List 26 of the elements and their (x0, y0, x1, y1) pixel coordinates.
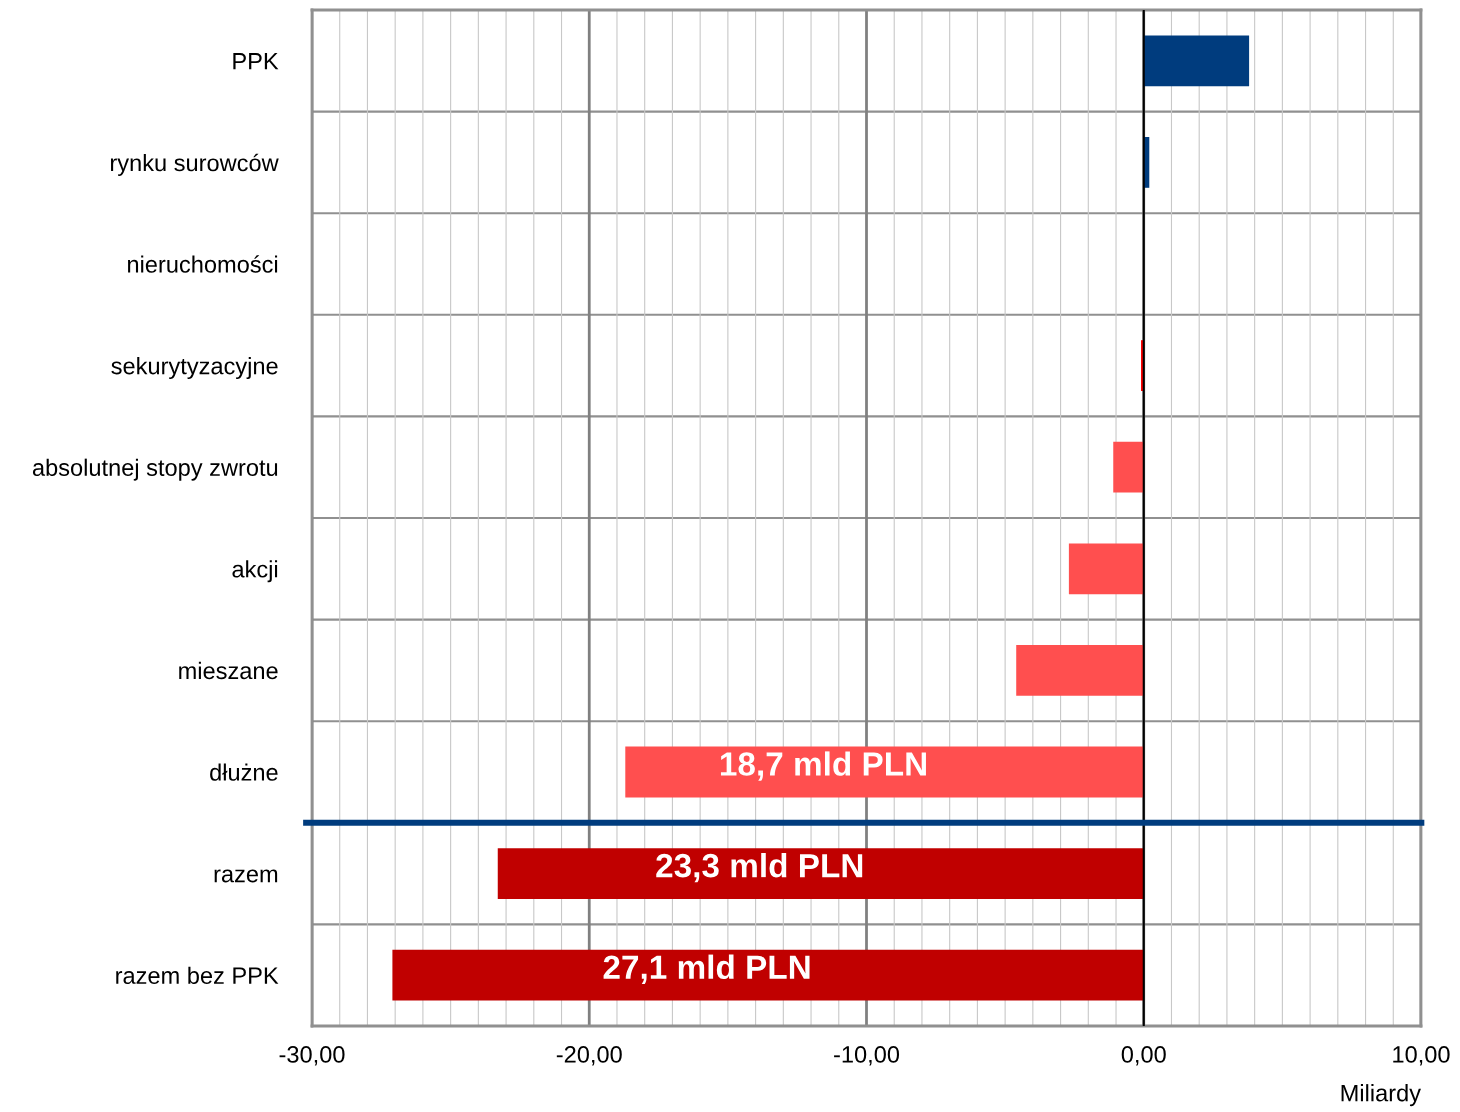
x-axis-title: Miliardy (1341, 1084, 1421, 1107)
bar (625, 746, 1144, 798)
y-tick-label: nieruchomości (128, 255, 278, 273)
y-tick-label: dłużne (210, 763, 278, 781)
bar (1143, 35, 1250, 87)
annotation: 23,3 mld PLN (656, 852, 863, 883)
y-tick-label: PPK (233, 53, 279, 70)
annotation: 27,1 mld PLN (603, 954, 810, 984)
bar (392, 949, 1144, 1001)
bar (1113, 441, 1144, 493)
y-tick-label: akcji (232, 560, 278, 583)
x-tick-label: -30,00 (279, 1046, 345, 1066)
bar (497, 848, 1144, 899)
annotation: 18,7 mld PLN (720, 751, 926, 781)
y-tick-label: mieszane (179, 661, 278, 680)
y-tick-label: razem bez PPK (116, 966, 279, 984)
bar (1016, 645, 1144, 696)
x-tick-label: 0,00 (1121, 1046, 1166, 1066)
y-tick-label: razem (214, 869, 278, 883)
y-tick-label: rynku surowców (110, 153, 279, 176)
bar (1068, 543, 1144, 595)
y-tick-label: sekurytyzacyjne (111, 357, 278, 380)
x-tick-label: -10,00 (834, 1046, 900, 1066)
y-tick-label: absolutnej stopy zwrotu (32, 458, 278, 481)
x-tick-label: 10,00 (1393, 1046, 1450, 1066)
x-tick-label: -20,00 (556, 1046, 622, 1066)
